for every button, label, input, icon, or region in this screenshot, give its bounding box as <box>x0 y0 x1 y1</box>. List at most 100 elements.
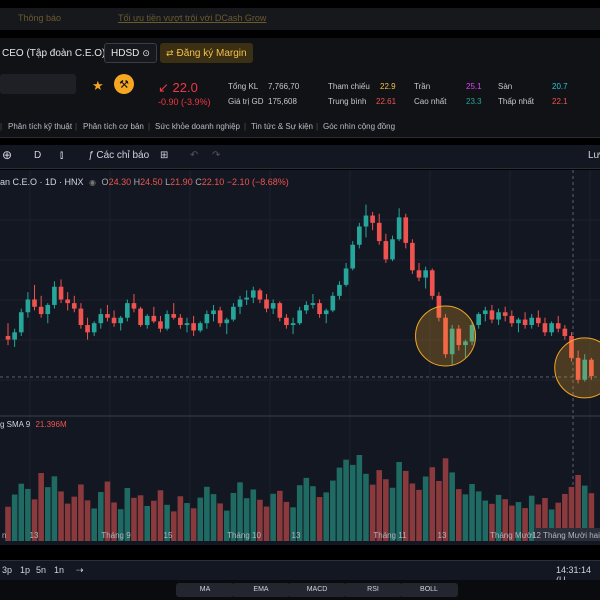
layout-grid-icon[interactable]: ⊞ <box>160 150 169 161</box>
candlestick-chart-svg[interactable]: n 13 Tháng 9 15 Tháng 10 13 Tháng 11 13 Tháng Mư… <box>0 170 600 545</box>
volume-bar <box>237 482 243 542</box>
indicator-rsi-button[interactable]: RSI <box>344 583 402 597</box>
volume-bar <box>170 511 177 542</box>
candle-body <box>91 323 97 333</box>
candle-body <box>277 303 283 318</box>
volume-bar <box>290 507 296 542</box>
range-1n[interactable]: 1n <box>54 565 65 575</box>
candle-body <box>416 270 422 278</box>
tab-separator: | <box>75 122 78 131</box>
redo-icon[interactable]: ↷ <box>212 150 221 161</box>
indicator-ema-button[interactable]: EMA <box>232 583 290 597</box>
candle-body <box>337 284 342 296</box>
volume-sma-value: 21.396M <box>35 420 67 429</box>
candle-body <box>217 310 223 324</box>
symbol-search-input[interactable] <box>0 74 76 94</box>
indicator-macd-button[interactable]: MACD <box>288 583 346 597</box>
candle-body <box>423 270 428 278</box>
range-1p[interactable]: 1p <box>20 565 31 575</box>
save-layout-button[interactable]: Lư <box>588 150 600 161</box>
undo-icon[interactable]: ↶ <box>190 150 199 161</box>
notice-link[interactable]: Tối ưu tiền vượt trội với DCash Grow <box>118 13 267 23</box>
volume-bar <box>356 455 363 542</box>
candle-body <box>310 303 316 305</box>
indicators-label: Các chỉ báo <box>96 150 150 161</box>
analysis-tabs: | Phân tích kỹ thuật | Phân tích cơ bản … <box>0 118 600 138</box>
notice-strip <box>0 8 600 30</box>
volume-bar <box>436 480 442 542</box>
volume-bar <box>535 504 542 542</box>
candle-body <box>290 323 296 326</box>
candle-style-icon[interactable]: ⫾ <box>60 150 64 161</box>
volume-bar <box>396 461 402 542</box>
volume-bar <box>64 503 71 542</box>
candle-body <box>429 270 435 296</box>
volume-bar <box>210 494 217 542</box>
candle-body <box>211 310 216 315</box>
candle-body <box>569 335 574 358</box>
volume-bar <box>389 487 396 542</box>
indicator-boll-button[interactable]: BOLL <box>400 583 458 597</box>
total-volume-label: Tổng KL <box>228 82 259 91</box>
price-chart[interactable]: n 13 Tháng 9 15 Tháng 10 13 Tháng 11 13 Tháng Mư… <box>0 170 600 545</box>
price-change: -0.90 (-3.9%) <box>158 97 211 107</box>
volume-bar <box>58 491 64 542</box>
candle-body <box>582 359 588 380</box>
candle-body <box>489 310 495 320</box>
volume-bar <box>190 508 197 542</box>
margin-register-button[interactable]: ⇄ Đăng ký Margin <box>160 43 253 63</box>
interval-button[interactable]: D <box>34 150 42 161</box>
candle-body <box>496 312 501 320</box>
indicators-button[interactable]: ƒ Các chỉ báo <box>88 150 149 161</box>
go-to-date-icon[interactable]: ⇢ <box>76 565 84 575</box>
legend-open-label: O <box>101 177 109 187</box>
candle-body <box>71 303 77 309</box>
volume-bar <box>44 487 51 542</box>
volume-bar <box>257 499 263 542</box>
tab-business-health[interactable]: Sức khỏe doanh nghiệp <box>155 122 240 131</box>
candle-body <box>38 306 44 315</box>
gavel-icon[interactable]: ⚒ <box>114 74 134 94</box>
candle-body <box>410 242 415 271</box>
tab-technical-analysis[interactable]: Phân tích kỹ thuật <box>8 122 73 131</box>
legend-low: 21.90 <box>170 177 193 187</box>
volume-bar <box>462 494 469 542</box>
tab-news-events[interactable]: Tin tức & Sự kiện <box>251 122 313 131</box>
candle-body <box>178 317 183 326</box>
volume-bar <box>502 499 508 542</box>
volume-bar <box>18 483 25 542</box>
hdsd-button[interactable]: HDSD ⊙ <box>104 43 157 63</box>
volume-bar <box>5 506 11 542</box>
candle-body <box>536 317 541 324</box>
candle-body <box>516 319 521 324</box>
range-5n[interactable]: 5n <box>36 565 47 575</box>
x-axis-label: 13 <box>292 531 301 540</box>
candle-body <box>376 222 382 242</box>
symbol-header: CEO (Tập đoàn C.E.O) HDSD ⊙ ⇄ Đăng ký Ma… <box>0 38 600 70</box>
candle-body <box>237 299 243 307</box>
indicator-ma-button[interactable]: MA <box>176 583 234 597</box>
candle-body <box>65 299 70 304</box>
notice-label: Thông báo <box>18 13 62 23</box>
candle-body <box>390 239 395 260</box>
star-icon[interactable]: ★ <box>92 78 104 93</box>
chart-legend: an C.E.O · 1D · HNX ◉ O24.30 H24.50 L21.… <box>0 177 289 187</box>
candle-body <box>171 314 177 318</box>
volume-bar <box>111 502 117 542</box>
candle-body <box>184 323 190 326</box>
volume-bar <box>469 484 475 542</box>
volume-bar <box>343 459 349 542</box>
volume-bar <box>429 467 436 542</box>
volume-bar <box>71 496 78 542</box>
candle-body <box>575 357 581 380</box>
add-symbol-icon[interactable]: ⊕ <box>2 148 13 162</box>
location-pin-icon: ⊙ <box>142 47 150 58</box>
candle-body <box>250 290 256 298</box>
margin-label: Đăng ký Margin <box>176 47 247 59</box>
range-3p[interactable]: 3p <box>2 565 13 575</box>
tab-fundamental-analysis[interactable]: Phân tích cơ bản <box>83 122 144 131</box>
volume-bar <box>124 487 131 542</box>
tab-community[interactable]: Góc nhìn cộng đồng <box>323 122 396 131</box>
legend-symbol: an C.E.O · 1D · HNX <box>0 177 84 187</box>
floor-label: Sàn <box>498 82 513 91</box>
